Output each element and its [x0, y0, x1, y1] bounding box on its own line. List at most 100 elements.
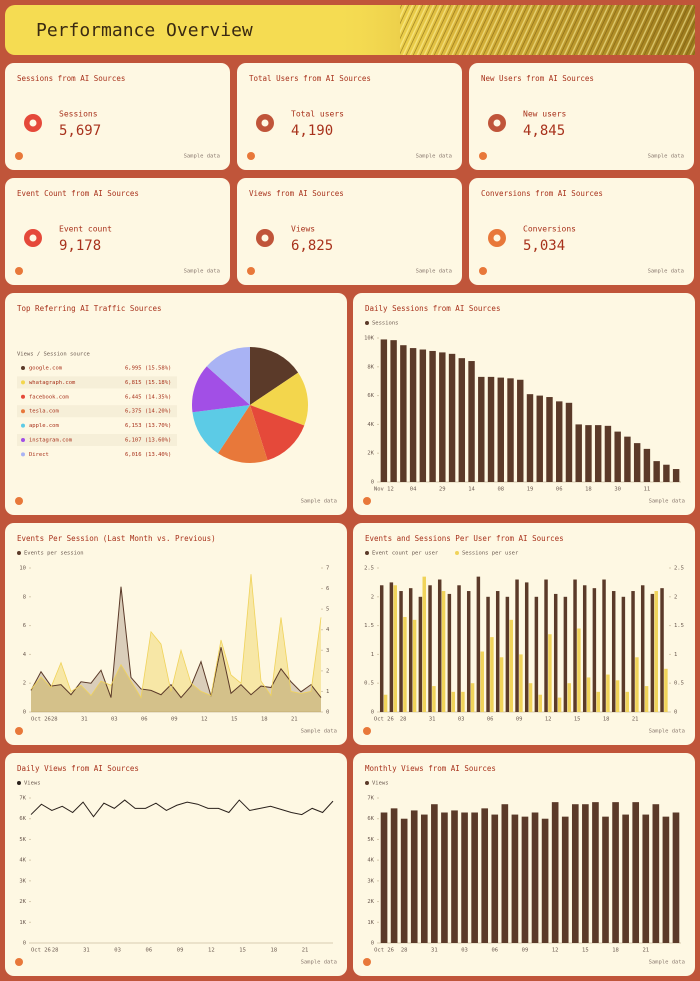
x-tick-label: 18	[261, 717, 268, 723]
bar	[409, 348, 417, 482]
sample-note: Sample data	[301, 960, 337, 966]
x-tick-label: 06	[146, 948, 153, 954]
value-label: 6,445 (14.35%)	[125, 394, 171, 400]
bar	[614, 431, 621, 482]
y-tick-label: 6	[23, 623, 26, 629]
bar	[663, 464, 670, 482]
badge-icon	[363, 497, 371, 505]
x-tick-label: 18	[585, 487, 592, 493]
bar	[441, 591, 446, 712]
badge-icon	[15, 152, 23, 160]
legend-swatch	[17, 781, 21, 785]
card	[237, 63, 462, 170]
bar	[531, 812, 539, 943]
card	[5, 63, 230, 170]
pie-slice	[206, 347, 250, 405]
x-tick-label: 28	[400, 717, 407, 723]
y-tick-label: 0	[371, 480, 374, 486]
bar	[556, 401, 563, 482]
x-tick-label: 18	[603, 717, 610, 723]
kpi-icon	[493, 234, 501, 242]
bar	[567, 683, 571, 712]
x-tick-label: 21	[302, 948, 309, 954]
bar	[379, 585, 384, 712]
y-tick-label: 8	[23, 594, 26, 600]
bar	[553, 593, 558, 712]
x-tick-label: 06	[491, 948, 498, 954]
bar	[633, 443, 641, 482]
legend-label: instagram.com	[29, 438, 73, 444]
bar	[439, 352, 446, 482]
area-fill	[31, 586, 321, 712]
chart-title: Events and Sessions Per User from AI Sou…	[365, 534, 564, 543]
value-label: 6,375 (14.20%)	[125, 409, 171, 415]
x-tick-label: 18	[612, 948, 619, 954]
y2-tick-label: 3	[326, 648, 329, 654]
bar	[441, 812, 448, 943]
legend-swatch	[21, 452, 25, 457]
bar	[497, 377, 504, 482]
y-tick-label: 2K	[19, 899, 26, 905]
y2-tick-label: 0	[674, 710, 677, 716]
bar	[418, 596, 423, 712]
bar	[403, 616, 407, 712]
bar	[478, 376, 485, 482]
x-tick-label: 29	[439, 487, 446, 493]
y-tick-label: 7K	[367, 796, 374, 802]
bar	[642, 814, 650, 943]
legend-swatch	[21, 438, 25, 442]
bar	[652, 804, 660, 943]
bar	[606, 674, 610, 712]
kpi-label: Conversions	[523, 225, 576, 234]
x-tick-label: Oct 26	[374, 948, 394, 954]
bar	[625, 691, 629, 712]
bar	[461, 691, 465, 712]
y-tick-label: 0	[23, 710, 26, 716]
y-tick-label: 3K	[367, 878, 374, 884]
kpi-value: 6,825	[291, 238, 333, 254]
x-tick-label: Nov 12	[374, 487, 394, 493]
kpi-value: 5,697	[59, 123, 101, 139]
bar	[624, 436, 631, 482]
bar	[390, 340, 397, 482]
bar	[521, 816, 529, 943]
y-tick-label: 2	[371, 594, 374, 600]
page-title: Performance Overview	[36, 20, 253, 41]
kpi-icon	[261, 234, 269, 242]
x-tick-label: 09	[522, 948, 529, 954]
kpi-label: Total users	[291, 110, 344, 119]
kpi-title: Sessions from AI Sources	[17, 74, 125, 83]
bar	[380, 339, 388, 482]
bar	[548, 634, 552, 712]
bar	[468, 361, 475, 482]
x-tick-label: 21	[642, 948, 649, 954]
bar	[571, 804, 579, 943]
x-tick-label: 12	[552, 948, 559, 954]
x-tick-label: 03	[461, 948, 468, 954]
kpi-value: 4,190	[291, 123, 333, 139]
bar	[447, 593, 452, 712]
bar	[437, 579, 442, 712]
bar	[509, 619, 513, 712]
x-tick-label: 06	[487, 717, 494, 723]
bar	[664, 668, 668, 712]
value-label: 6,107 (13.60%)	[125, 438, 171, 444]
legend-swatch	[365, 551, 369, 555]
x-tick-label: 06	[556, 487, 563, 493]
y-tick-label: 6K	[19, 816, 26, 822]
bar	[524, 582, 529, 712]
sample-note: Sample data	[184, 154, 220, 160]
sample-note: Sample data	[416, 269, 452, 275]
bar	[410, 810, 418, 943]
bar	[573, 579, 577, 712]
badge-icon	[15, 958, 23, 966]
y-tick-label: 8K	[367, 364, 374, 370]
bar	[621, 596, 626, 712]
kpi-value: 9,178	[59, 238, 101, 254]
x-tick-label: 19	[527, 487, 534, 493]
x-tick-label: 08	[497, 487, 504, 493]
legend-label: Sessions	[372, 321, 399, 327]
bar	[594, 425, 602, 482]
area-fill	[31, 574, 321, 712]
value-label: 6,815 (15.18%)	[125, 380, 171, 386]
